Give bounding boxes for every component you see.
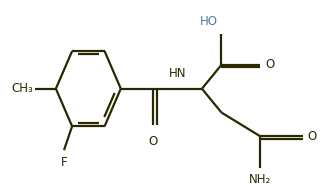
Text: O: O [307,130,317,143]
Text: O: O [149,135,158,148]
Text: CH₃: CH₃ [11,82,33,95]
Text: F: F [61,156,67,169]
Text: NH₂: NH₂ [249,173,272,186]
Text: HN: HN [169,67,186,80]
Text: O: O [265,58,274,71]
Text: HO: HO [200,15,218,28]
